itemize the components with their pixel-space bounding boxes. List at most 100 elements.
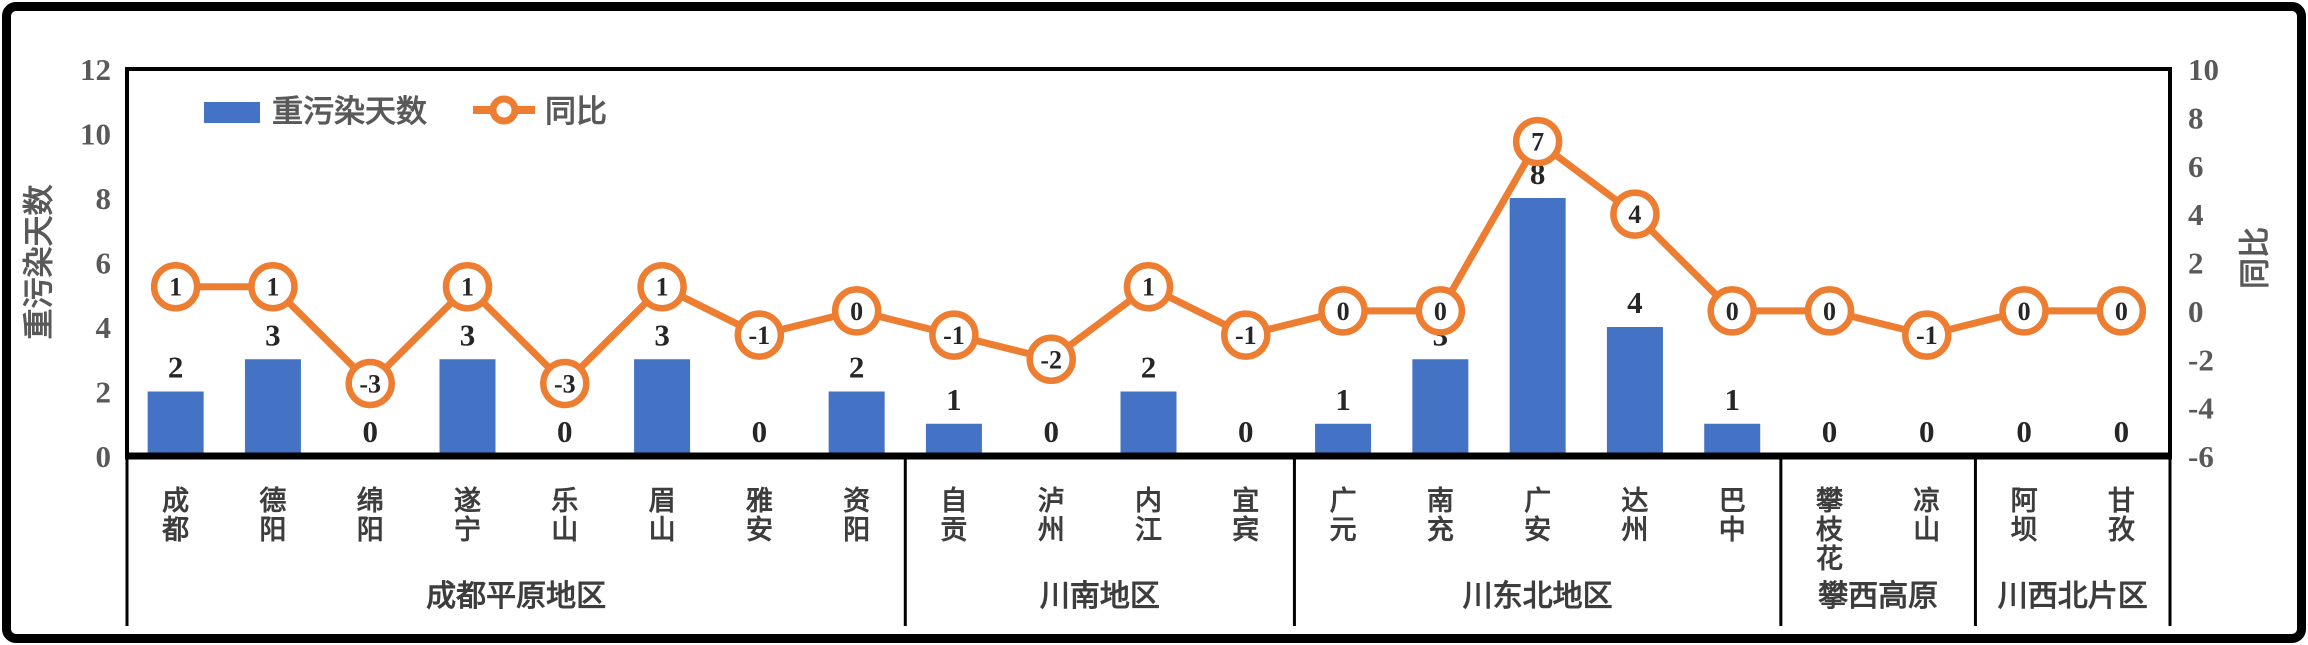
- line-label-广元: 0: [1337, 297, 1350, 326]
- right-axis-title: 同比: [2237, 227, 2273, 289]
- left-axis-tick-6: 6: [96, 246, 112, 281]
- left-axis-tick-8: 8: [96, 181, 112, 216]
- city-label-自贡: 自贡: [940, 485, 967, 545]
- city-label-雅安: 雅安: [746, 486, 773, 545]
- line-marker-绵阳: [345, 358, 395, 409]
- right-axis-tick-0: 0: [2188, 294, 2204, 329]
- bar-自贡: [925, 423, 982, 456]
- right-axis-tick-8: 8: [2188, 100, 2204, 135]
- bar-眉山: [634, 359, 691, 456]
- line-marker-成都: [150, 261, 201, 312]
- region-label-川东北地区: 川东北地区: [1463, 579, 1613, 613]
- bar-label-凉山: 0: [1919, 414, 1935, 449]
- bar-label-乐山: 0: [557, 414, 573, 449]
- line-marker-德阳: [248, 261, 298, 312]
- line-label-遂宁: 1: [461, 273, 474, 302]
- bar-label-德阳: 3: [265, 317, 281, 352]
- city-label-宜宾: 宜宾: [1232, 485, 1259, 545]
- city-label-眉山: 眉山: [649, 486, 676, 545]
- left-axis-title: 重污染天数: [21, 184, 57, 340]
- bar-达州: [1606, 327, 1663, 456]
- line-label-泸州: -2: [1040, 345, 1062, 374]
- left-axis-tick-4: 4: [96, 310, 112, 345]
- region-label-攀西高原: 攀西高原: [1818, 580, 1938, 613]
- line-label-雅安: -1: [749, 321, 771, 350]
- line-marker-南充: [1415, 286, 1466, 336]
- city-label-绵阳: 绵阳: [357, 486, 384, 545]
- right-axis-tick-2: 2: [2188, 246, 2204, 281]
- legend-line-marker-icon: [473, 90, 535, 135]
- right-axis-tick-6: 6: [2188, 149, 2204, 184]
- bar-label-内江: 2: [1141, 350, 1157, 385]
- line-marker-宜宾: [1221, 310, 1271, 360]
- city-label-成都: 成都: [161, 486, 189, 545]
- right-axis-tick-4: 4: [2188, 197, 2204, 232]
- bar-广元: [1315, 423, 1372, 456]
- bar-资阳: [828, 391, 885, 456]
- line-label-乐山: -3: [554, 369, 576, 398]
- city-label-达州: 达州: [1621, 486, 1648, 545]
- bar-南充: [1412, 359, 1469, 456]
- bar-label-遂宁: 3: [460, 317, 476, 352]
- line-label-眉山: 1: [656, 273, 669, 302]
- line-label-资阳: 0: [850, 297, 863, 326]
- bar-成都: [147, 391, 204, 456]
- line-label-内江: 1: [1142, 273, 1155, 302]
- bar-label-攀枝花: 0: [1822, 414, 1838, 449]
- line-marker-内江: [1123, 261, 1174, 312]
- line-marker-广元: [1318, 286, 1368, 336]
- line-marker-巴中: [1707, 286, 1757, 336]
- right-axis-tick--2: -2: [2188, 342, 2214, 377]
- bar-label-广元: 1: [1335, 382, 1351, 417]
- city-label-德阳: 德阳: [259, 486, 286, 545]
- city-label-甘孜: 甘孜: [2108, 486, 2136, 545]
- city-label-泸州: 泸州: [1038, 486, 1065, 545]
- line-marker-阿坝: [1999, 286, 2049, 336]
- city-label-内江: 内江: [1135, 486, 1162, 545]
- bar-遂宁: [439, 359, 496, 456]
- line-label-达州: 4: [1628, 200, 1641, 229]
- city-label-遂宁: 遂宁: [454, 485, 481, 545]
- bar-label-甘孜: 0: [2114, 414, 2130, 449]
- line-label-成都: 1: [169, 273, 182, 302]
- line-marker-资阳: [831, 286, 882, 336]
- region-label-成都平原地区: 成都平原地区: [426, 580, 606, 613]
- line-marker-攀枝花: [1804, 286, 1855, 336]
- city-label-南充: 南充: [1427, 486, 1454, 545]
- bar-label-绵阳: 0: [362, 414, 378, 449]
- line-marker-凉山: [1902, 310, 1952, 360]
- line-marker-雅安: [734, 310, 785, 360]
- bar-label-宜宾: 0: [1238, 414, 1254, 449]
- bar-label-眉山: 3: [654, 317, 670, 352]
- bar-内江: [1120, 391, 1177, 456]
- line-marker-广安: [1512, 116, 1563, 167]
- legend-bar-label: 重污染天数: [272, 94, 427, 129]
- line-marker-达州: [1610, 189, 1660, 239]
- line-label-巴中: 0: [1726, 297, 1739, 326]
- bar-label-达州: 4: [1627, 285, 1643, 320]
- line-marker-泸州: [1026, 334, 1076, 384]
- bar-label-成都: 2: [168, 350, 184, 385]
- bar-德阳: [244, 359, 301, 456]
- bar-label-泸州: 0: [1043, 414, 1059, 449]
- line-marker-眉山: [637, 261, 687, 312]
- line-label-阿坝: 0: [2018, 297, 2031, 326]
- right-axis-tick--6: -6: [2188, 439, 2214, 474]
- city-label-乐山: 乐山: [551, 486, 578, 545]
- legend: 重污染天数 同比: [204, 90, 607, 134]
- line-label-广安: 7: [1531, 128, 1544, 157]
- region-label-川南地区: 川南地区: [1040, 580, 1160, 613]
- bar-label-阿坝: 0: [2016, 414, 2032, 449]
- line-marker-甘孜: [2096, 286, 2147, 336]
- city-label-资阳: 资阳: [843, 486, 870, 545]
- line-marker-自贡: [929, 310, 979, 360]
- right-axis-tick--4: -4: [2188, 391, 2214, 426]
- line-marker-乐山: [540, 358, 590, 409]
- bar-label-雅安: 0: [752, 414, 768, 449]
- bar-label-巴中: 1: [1724, 382, 1740, 417]
- line-label-绵阳: -3: [359, 369, 381, 398]
- bar-label-资阳: 2: [849, 350, 865, 385]
- left-axis-tick-0: 0: [96, 439, 112, 474]
- city-label-凉山: 凉山: [1913, 486, 1940, 545]
